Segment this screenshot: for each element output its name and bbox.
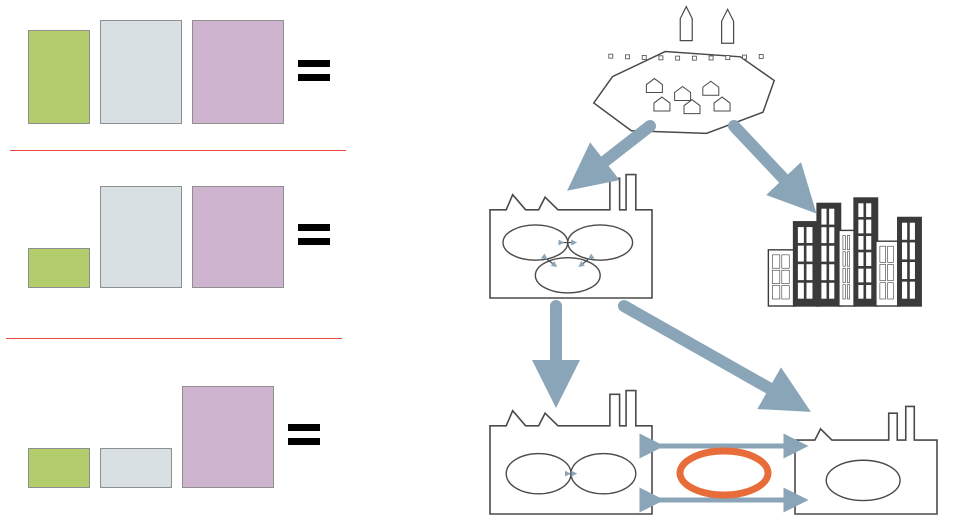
factory-to-right — [624, 306, 790, 400]
city-buildings-icon — [768, 198, 921, 306]
city-to-factory — [586, 126, 650, 176]
walled-city-icon — [594, 7, 774, 134]
city-to-buildings — [734, 126, 800, 196]
bottom-link — [652, 446, 796, 500]
factory-left-icon — [490, 391, 652, 514]
factory-right-icon — [795, 406, 937, 514]
factory-top-icon — [490, 175, 652, 298]
